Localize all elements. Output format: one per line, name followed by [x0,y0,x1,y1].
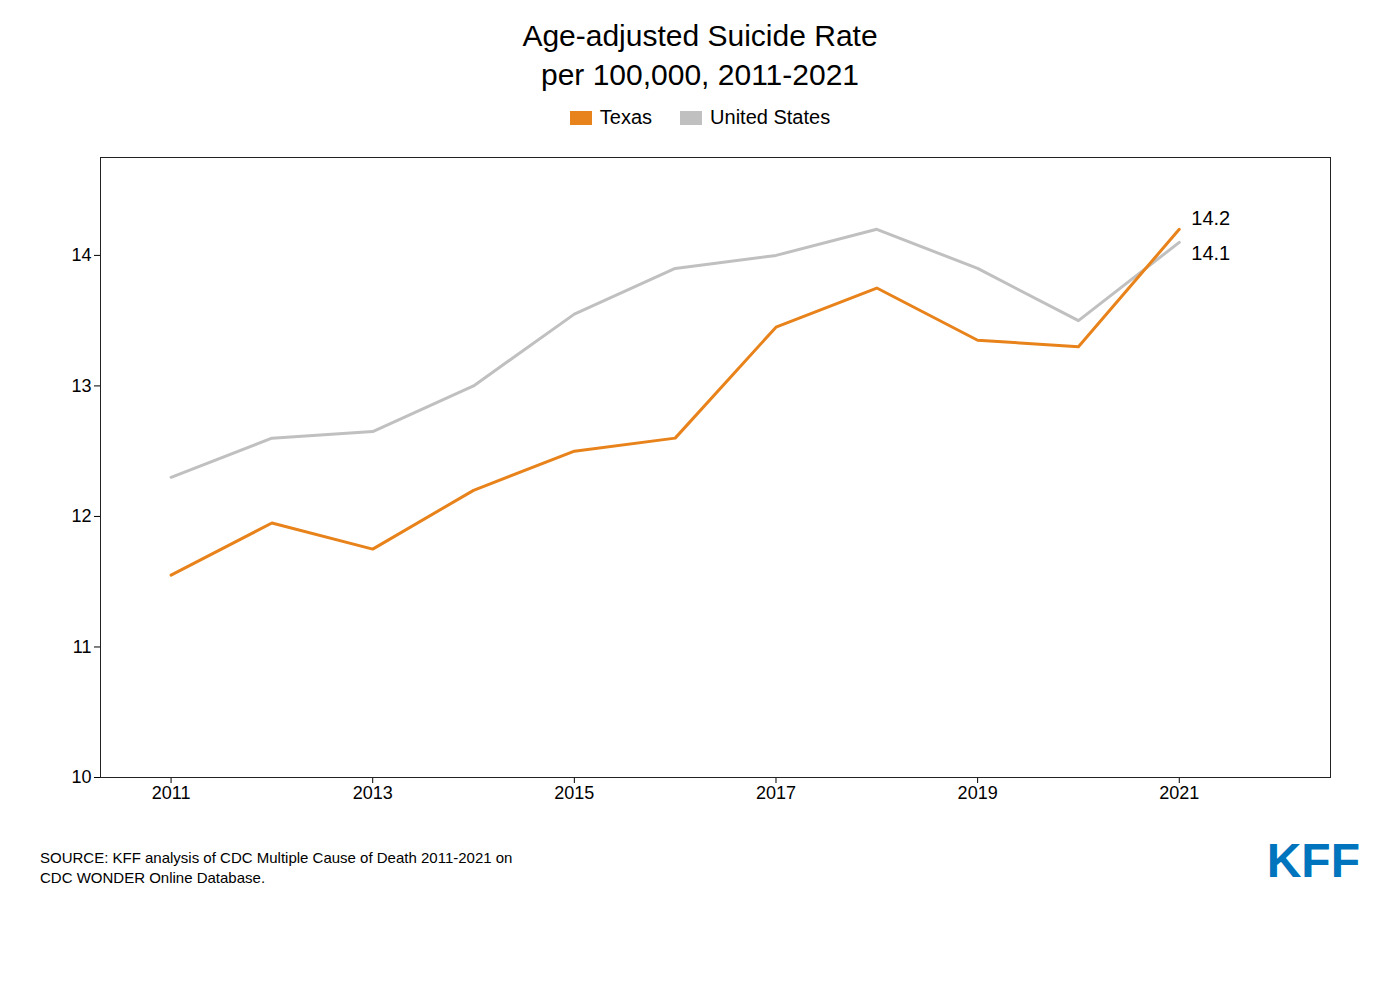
html-text:Age-adjusted Suicide Rate per: Age-adjusted Suicide Rate per 100,000, 2… [522,19,878,91]
svg-text:14.1: 14.1 [1191,242,1230,264]
svg-text:12: 12 [71,506,91,526]
svg-text:2021: 2021 [1159,783,1199,803]
html-text:Texas: Texas [599,106,653,128]
svg-text:10: 10 [71,767,91,787]
svg-text:14.2: 14.2 [1191,207,1230,229]
svg-text:11: 11 [73,637,92,657]
svg-text:2019: 2019 [958,783,998,803]
svg-text:2011: 2011 [152,783,191,803]
svg-text:2015: 2015 [554,783,594,803]
html-text:United States: United States [710,106,831,128]
html-text:KFF: KFF [1266,834,1360,887]
svg-text:2017: 2017 [756,783,796,803]
svg-text:2013: 2013 [353,783,393,803]
svg-text:14: 14 [71,245,91,265]
html-text:SOURCE: KFF analysis of CDC Mu: SOURCE: KFF analysis of CDC Multiple Cau… [40,848,513,886]
svg-text:13: 13 [71,376,91,396]
